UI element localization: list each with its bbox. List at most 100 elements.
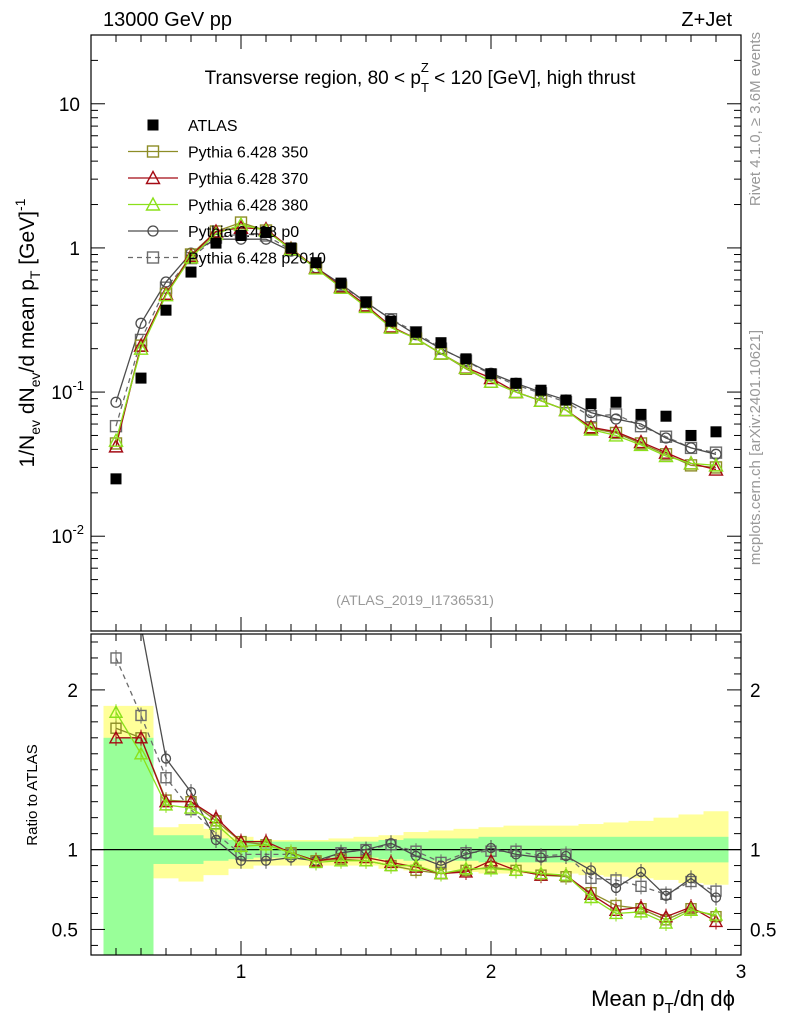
x-tick-label-1: 2 [486, 962, 497, 983]
ratio-point-p380-22 [658, 915, 674, 929]
point-p2010-20 [609, 408, 623, 421]
band-inner-bin-1 [128, 737, 154, 955]
legend-label-p2010: Pythia 6.428 p2010 [188, 251, 326, 268]
legend-entry-p0: Pythia 6.428 p0 [128, 224, 299, 241]
ratio-point-p380-24 [708, 907, 724, 921]
point-p380-2 [158, 287, 174, 302]
series-p0 [110, 233, 722, 460]
ratio-point-p2010-0 [110, 652, 122, 664]
energy-label: 13000 GeV pp [103, 9, 232, 31]
ratio-y-tick-label-right-0: 0.5 [750, 920, 776, 941]
ratio-point-p0-21 [635, 866, 647, 878]
point-p380-11 [383, 319, 399, 334]
main-y-axis-label: 1/Nev dNev/d mean pT [GeV]-1 [12, 198, 43, 467]
ratio-point-p0-20 [610, 882, 622, 894]
point-p370-21 [633, 434, 649, 449]
point-atlas-7 [285, 242, 297, 254]
point-p380-22 [658, 448, 674, 463]
ratio-point-p0-0 [112, 462, 121, 471]
legend-entry-p2010: Pythia 6.428 p2010 [128, 251, 326, 268]
point-p370-24 [708, 461, 724, 476]
point-p380-18 [558, 402, 574, 417]
ratio-point-p380-9 [333, 853, 349, 867]
ratio-y-tick-label-2: 2 [67, 681, 78, 702]
legend-marker-p370 [145, 170, 161, 185]
ratio-point-p0-24 [710, 892, 722, 903]
ratio-point-p0-14 [460, 849, 472, 860]
main-y-tick-label-2: 1 [69, 239, 80, 260]
point-atlas-16 [510, 377, 522, 389]
ratio-point-p380-19 [583, 890, 599, 904]
ratio-point-p0-18 [560, 850, 572, 862]
band-outer [103, 705, 729, 955]
main-y-tick-label-0: 10-2 [51, 522, 84, 548]
point-p0-23 [685, 442, 697, 454]
main-y-tick-label-3: 10 [59, 95, 80, 116]
main-plot: 10-2 10-1 1 10 Transverse region, 80 < pTZ … [12, 34, 742, 632]
point-atlas-15 [485, 368, 497, 380]
ratio-point-p380-17 [533, 866, 549, 880]
ratio-point-p0-19 [585, 865, 597, 876]
point-atlas-2 [160, 304, 172, 316]
point-p370-20 [608, 423, 624, 439]
legend-entry-p380: Pythia 6.428 380 [128, 196, 308, 215]
legend: ATLAS Pythia 6.428 350 Pythia 6.428 370 Pyt… [128, 118, 326, 268]
point-atlas-14 [460, 353, 472, 365]
ratio-point-p380-23 [683, 902, 699, 916]
point-atlas-0 [110, 473, 122, 485]
ratio-point-p380-21 [633, 904, 649, 918]
series-line-p0 [115, 238, 717, 455]
ratio-point-p2010-1 [135, 709, 147, 722]
ratio-point-p0-23 [685, 873, 697, 884]
legend-marker-atlas [147, 119, 159, 131]
ratio-data [91, 462, 741, 955]
legend-marker-p380 [145, 196, 161, 211]
ratio-point-p380-20 [608, 906, 624, 920]
ratio-point-p380-11 [383, 858, 399, 872]
point-atlas-19 [585, 398, 597, 410]
point-atlas-23 [685, 429, 697, 441]
ratio-point-p380-4 [208, 816, 224, 830]
point-atlas-22 [660, 410, 672, 422]
ratio-point-p380-12 [408, 858, 424, 872]
point-p380-21 [633, 436, 649, 452]
legend-entry-atlas: ATLAS [147, 118, 238, 135]
point-p380-0 [108, 432, 124, 447]
ratio-point-p380-18 [558, 867, 574, 881]
legend-label-atlas: ATLAS [188, 118, 238, 135]
point-atlas-24 [710, 426, 722, 438]
ratio-point-p0-5 [235, 855, 247, 866]
ratio-point-p380-7 [283, 845, 299, 859]
point-p370-4 [208, 223, 224, 238]
ratio-point-p0-17 [535, 852, 547, 863]
ratio-point-p0-11 [385, 838, 397, 849]
ratio-y-tick-label-right-1: 1 [750, 841, 761, 862]
point-atlas-9 [335, 277, 347, 289]
point-atlas-6 [260, 226, 272, 238]
ratio-point-p380-6 [258, 837, 274, 851]
ratio-point-p2010-2 [160, 772, 172, 784]
point-atlas-10 [360, 296, 372, 308]
point-p0-22 [660, 432, 672, 444]
ratio-point-p0-16 [510, 849, 522, 860]
main-title: Transverse region, 80 < pTZ < 120 [GeV],… [205, 60, 636, 95]
mcplots-label: mcplots.cern.ch [arXiv:2401.10621] [747, 330, 764, 565]
point-p380-14 [458, 359, 474, 375]
ratio-point-p0-4 [210, 834, 222, 846]
rivet-label: Rivet 4.1.0, ≥ 3.6M events [747, 32, 764, 206]
x-axis-label: Mean pT/dη dϕ [591, 986, 735, 1017]
analysis-watermark: (ATLAS_2019_I1736531) [336, 592, 494, 608]
ratio-y-tick-label-1: 1 [67, 841, 78, 862]
x-tick-label-0: 1 [236, 962, 247, 983]
ratio-point-p380-0 [108, 704, 124, 718]
ratio-y-tick-label-right-2: 2 [750, 681, 761, 702]
ratio-point-p380-2 [158, 797, 174, 811]
ratio-series-p380 [108, 704, 724, 932]
point-p370-22 [658, 444, 674, 459]
point-p380-19 [583, 421, 599, 436]
point-atlas-4 [210, 237, 222, 249]
point-atlas-8 [310, 257, 322, 269]
point-p380-12 [408, 330, 424, 345]
series-atlas [110, 226, 722, 485]
